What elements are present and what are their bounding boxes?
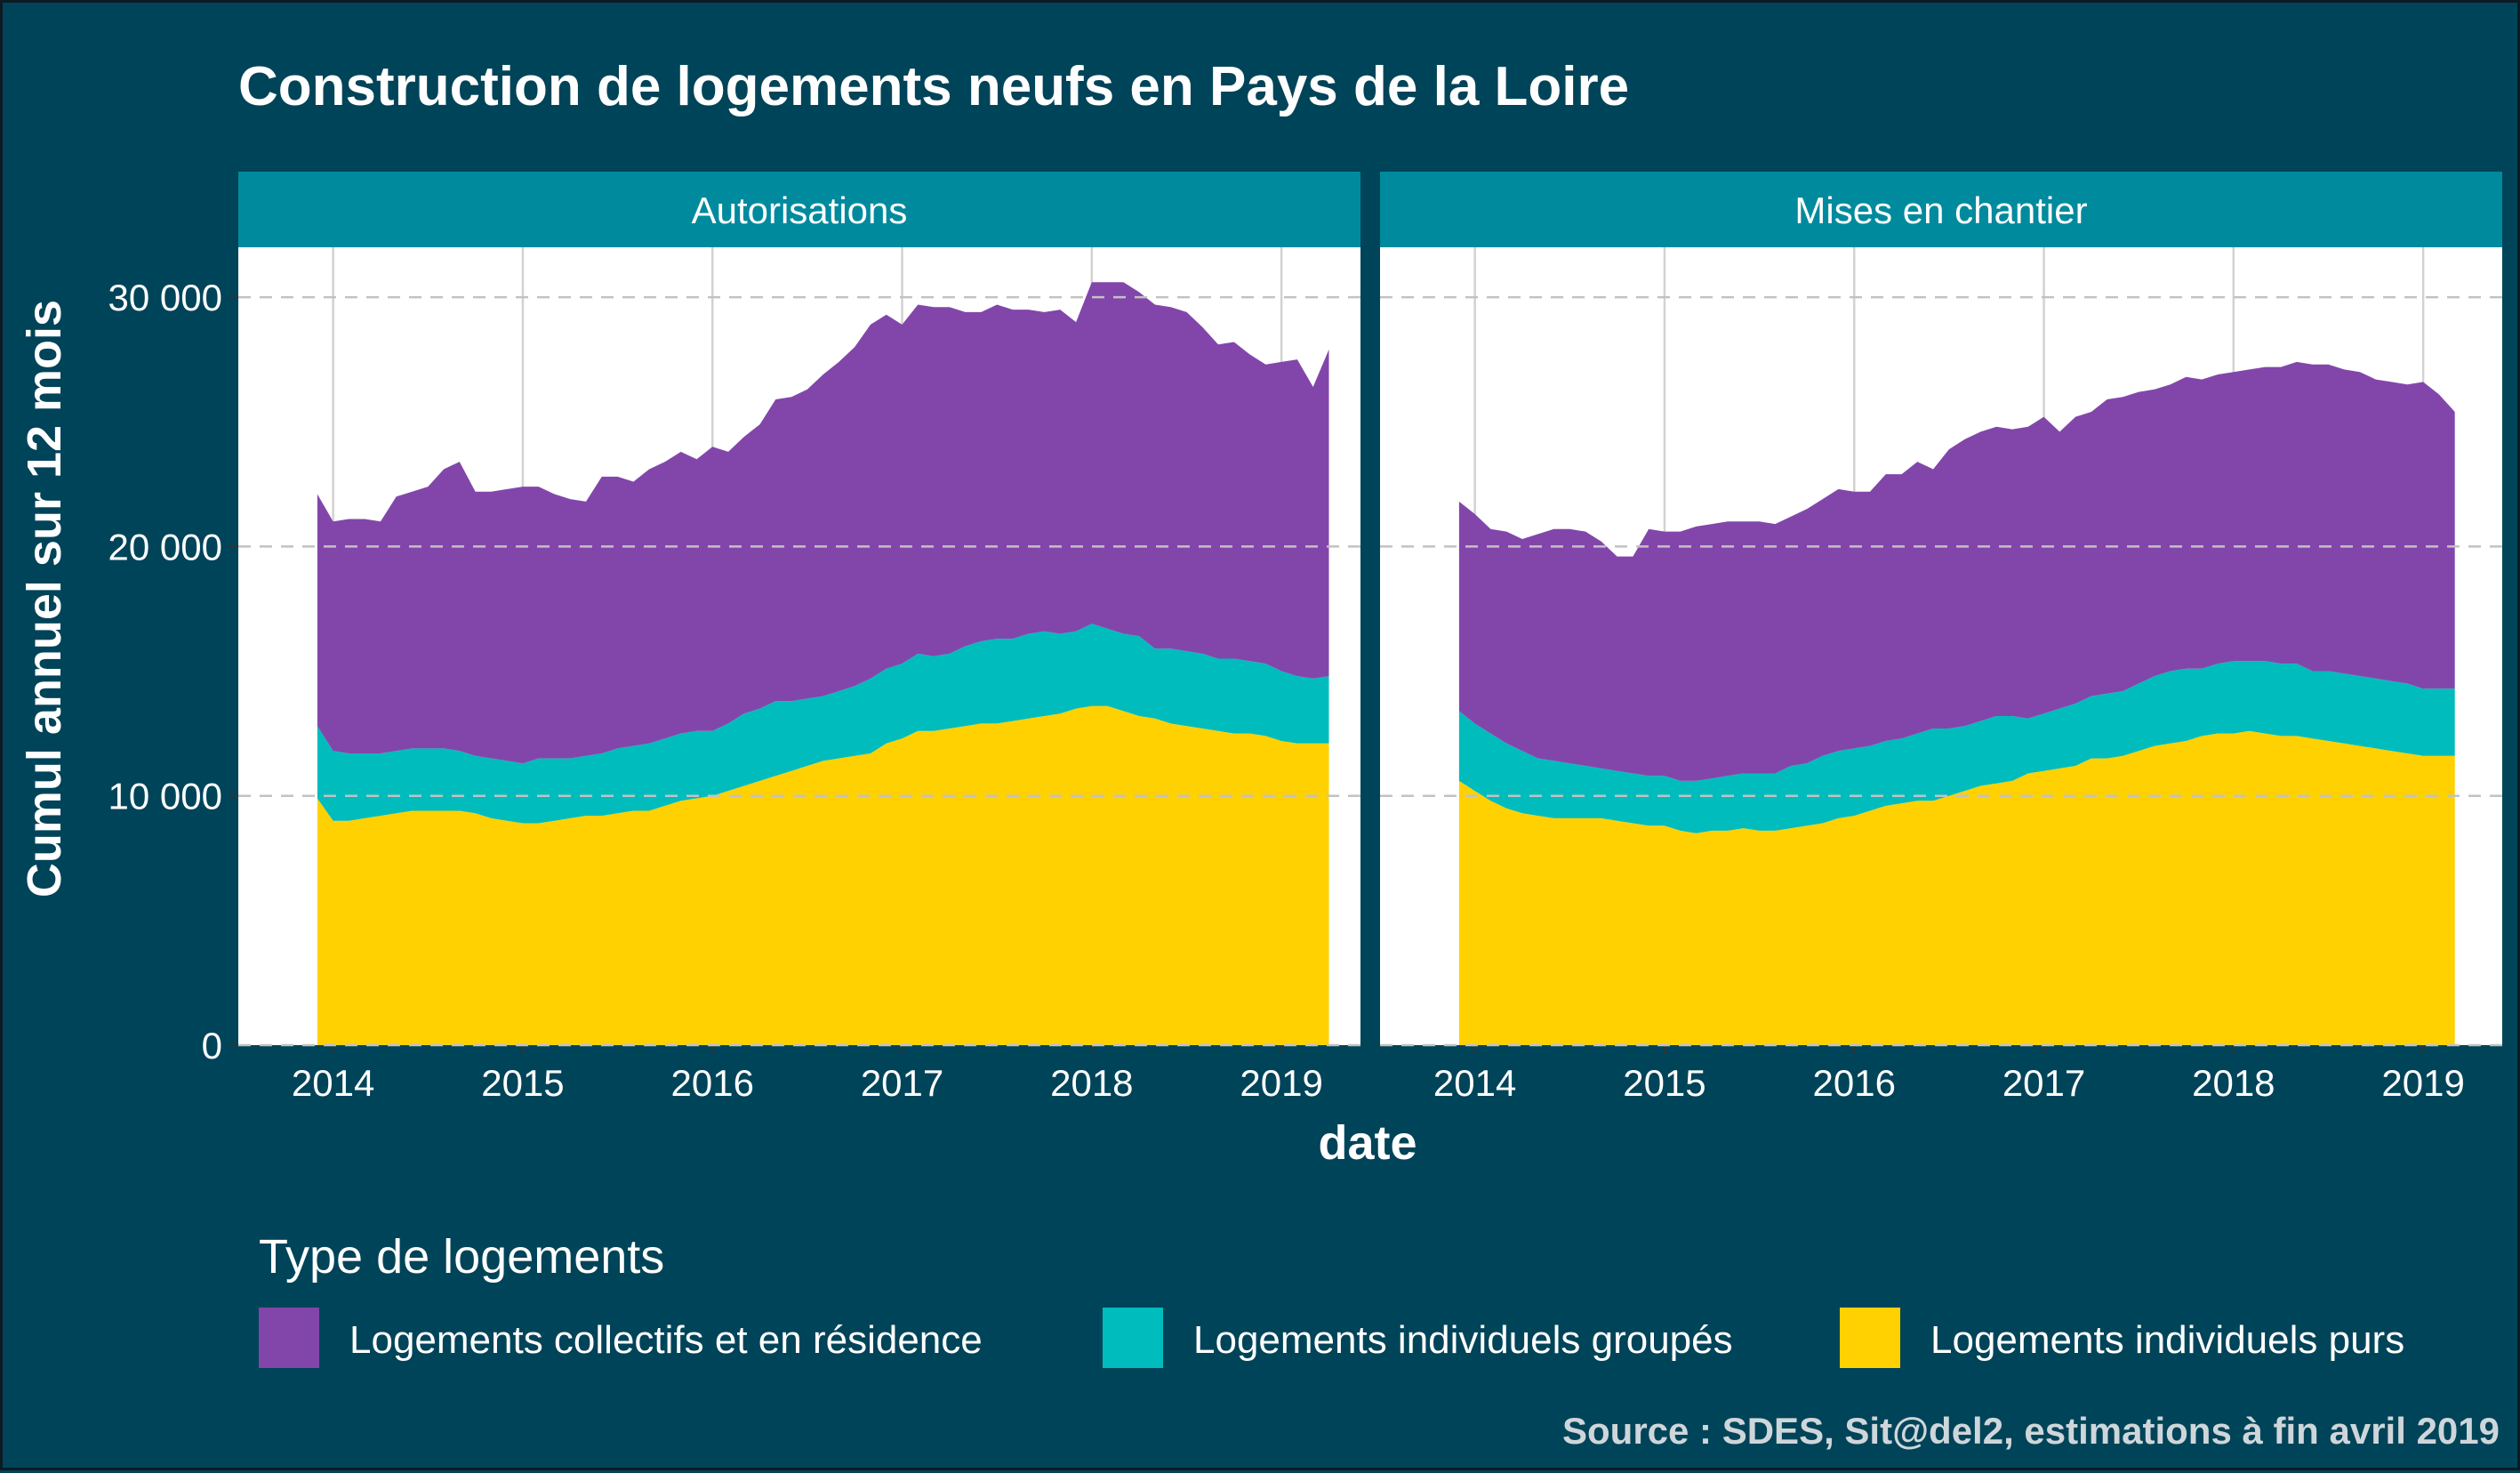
legend-title: Type de logements	[259, 1230, 664, 1284]
panel-2: Mises en chantier 2014 2015 2016 2017 2018 201…	[1380, 172, 2502, 1104]
x-tick-label: 2014	[1433, 1062, 1516, 1104]
area-purs-panel-1	[317, 705, 1329, 1045]
facet-strip	[238, 172, 1360, 247]
legend: Logements collectifs et en résidence Loge…	[259, 1308, 2404, 1368]
legend-item-collectifs: Logements collectifs et en résidence	[259, 1308, 983, 1368]
area-groupes-panel-1	[317, 624, 1329, 824]
chart-canvas: Construction de logements neufs en Pays …	[18, 56, 2502, 1452]
legend-label: Logements collectifs et en résidence	[349, 1318, 983, 1362]
x-tick-label: 2018	[2192, 1062, 2275, 1104]
x-axis-title: date	[1318, 1116, 1416, 1170]
legend-item-purs: Logements individuels purs	[1840, 1308, 2404, 1368]
legend-item-groupes: Logements individuels groupés	[1103, 1308, 1733, 1368]
x-tick-label: 2017	[2002, 1062, 2085, 1104]
legend-label: Logements individuels groupés	[1193, 1318, 1733, 1362]
y-axis-title: Cumul annuel sur 12 mois	[18, 300, 71, 897]
x-tick-label: 2019	[1240, 1062, 1322, 1104]
area-purs-panel-2	[1458, 730, 2455, 1045]
facet-strip	[1380, 172, 2502, 247]
y-tick-label: 10 000	[108, 776, 222, 817]
legend-swatch	[1103, 1308, 1163, 1368]
area-groupes-panel-2	[1458, 661, 2455, 833]
x-tick-label: 2015	[481, 1062, 564, 1104]
x-tick-label: 2019	[2381, 1062, 2464, 1104]
legend-swatch	[259, 1308, 319, 1368]
legend-swatch	[1840, 1308, 1900, 1368]
x-tick-label: 2018	[1050, 1062, 1133, 1104]
x-tick-label: 2014	[292, 1062, 374, 1104]
facet-label: Mises en chantier	[1794, 189, 2087, 231]
facet-label: Autorisations	[692, 189, 908, 231]
area-collectifs-panel-1	[317, 282, 1329, 764]
x-tick-label: 2016	[671, 1062, 754, 1104]
panel-1: Autorisations 2014 2015 2016 2017 2018 2019 0 10…	[108, 172, 1360, 1104]
area-collectifs-panel-2	[1458, 361, 2455, 781]
caption: Source : SDES, Sit@del2, estimations à f…	[1562, 1410, 2500, 1452]
y-tick-label: 0	[202, 1025, 222, 1067]
y-tick-label: 30 000	[108, 277, 222, 318]
x-tick-label: 2017	[861, 1062, 943, 1104]
y-tick-label: 20 000	[108, 526, 222, 567]
chart-title: Construction de logements neufs en Pays …	[238, 56, 1629, 117]
x-tick-label: 2016	[1813, 1062, 1896, 1104]
x-tick-label: 2015	[1623, 1062, 1705, 1104]
panels-layer: Autorisations 2014 2015 2016 2017 2018 2019 0 10…	[108, 172, 2502, 1104]
legend-label: Logements individuels purs	[1930, 1318, 2404, 1362]
